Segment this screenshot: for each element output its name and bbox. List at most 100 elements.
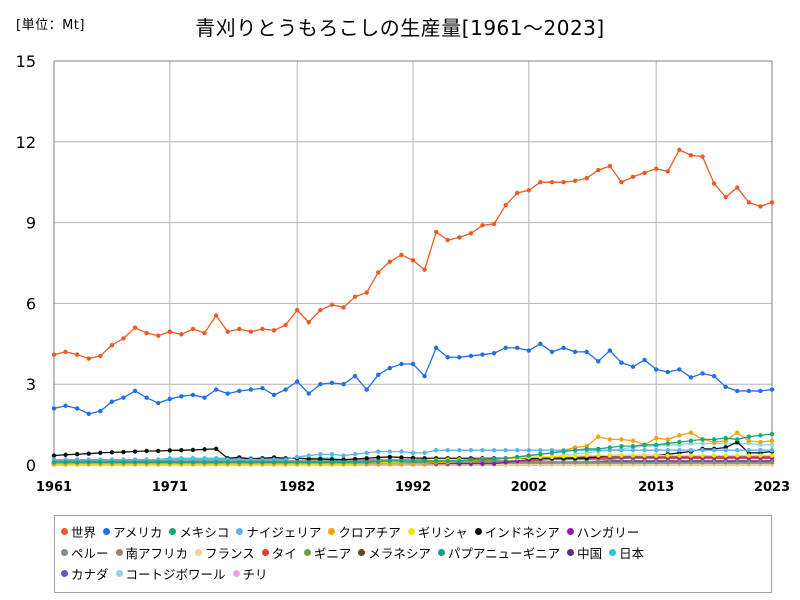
data-point bbox=[445, 447, 450, 453]
data-point bbox=[51, 460, 57, 465]
data-point bbox=[237, 388, 242, 394]
data-point bbox=[491, 456, 497, 462]
data-point bbox=[549, 180, 555, 185]
data-point bbox=[619, 360, 624, 365]
data-point bbox=[121, 336, 126, 341]
legend-row: ペルー 南アフリカ フランス タイ ギニア メラネシア パプアニューギニア 中国 日本 bbox=[61, 542, 771, 563]
data-point bbox=[642, 460, 647, 465]
data-point bbox=[642, 170, 647, 175]
data-point bbox=[769, 460, 775, 465]
data-point bbox=[109, 460, 115, 465]
data-point bbox=[491, 461, 497, 466]
x-tick-label: 1971 bbox=[152, 480, 188, 495]
legend-item: 南アフリカ bbox=[115, 543, 188, 562]
data-point bbox=[758, 433, 763, 438]
data-point bbox=[677, 453, 682, 458]
data-point bbox=[213, 460, 219, 465]
data-point bbox=[596, 460, 601, 465]
data-point bbox=[318, 307, 323, 313]
data-point bbox=[688, 460, 694, 465]
data-point bbox=[653, 453, 659, 458]
x-tick-label: 2023 bbox=[754, 480, 790, 495]
data-point bbox=[711, 373, 717, 379]
legend-marker bbox=[437, 549, 445, 556]
data-point bbox=[248, 387, 254, 392]
data-point bbox=[410, 458, 416, 464]
data-point bbox=[642, 442, 647, 447]
data-point bbox=[515, 345, 520, 351]
data-point bbox=[619, 447, 624, 453]
data-point bbox=[318, 382, 323, 387]
legend-label: チリ bbox=[242, 567, 268, 582]
data-point bbox=[341, 460, 346, 465]
data-point bbox=[561, 454, 566, 459]
legend-item: パプアニューギニア bbox=[437, 543, 561, 562]
data-point bbox=[318, 460, 323, 465]
data-point bbox=[700, 453, 705, 458]
data-point bbox=[596, 446, 601, 452]
data-point bbox=[341, 382, 346, 387]
data-point bbox=[318, 452, 323, 457]
data-point bbox=[352, 452, 358, 457]
data-point bbox=[480, 223, 485, 228]
data-point bbox=[399, 252, 404, 258]
data-point bbox=[503, 447, 508, 453]
data-point bbox=[700, 154, 705, 159]
data-point bbox=[596, 359, 601, 364]
data-point bbox=[607, 348, 613, 353]
data-point bbox=[74, 452, 80, 457]
data-point bbox=[688, 453, 694, 458]
data-point bbox=[98, 353, 103, 359]
data-point bbox=[260, 460, 265, 465]
data-point bbox=[74, 406, 80, 411]
data-point bbox=[549, 349, 555, 355]
data-point bbox=[283, 460, 288, 465]
data-point bbox=[445, 458, 450, 464]
data-point bbox=[735, 388, 740, 394]
data-point bbox=[271, 328, 277, 333]
data-point bbox=[549, 460, 555, 465]
data-point bbox=[711, 460, 717, 465]
legend-item: メラネシア bbox=[358, 543, 431, 562]
data-point bbox=[688, 447, 694, 453]
data-point bbox=[410, 258, 416, 263]
data-point bbox=[179, 460, 184, 465]
data-point bbox=[584, 446, 589, 452]
data-point bbox=[468, 353, 474, 359]
data-point bbox=[352, 373, 358, 379]
data-point bbox=[387, 454, 393, 460]
data-point bbox=[422, 458, 427, 464]
data-point bbox=[260, 386, 265, 391]
data-point bbox=[98, 408, 103, 414]
legend-row: カナダ コートジボワール チリ bbox=[61, 563, 771, 584]
data-point bbox=[329, 460, 335, 465]
data-point bbox=[700, 447, 705, 453]
data-point bbox=[561, 449, 566, 454]
data-point bbox=[86, 356, 91, 361]
data-point bbox=[294, 460, 300, 465]
data-point bbox=[167, 460, 173, 465]
data-point bbox=[711, 447, 717, 453]
data-point bbox=[306, 460, 311, 465]
data-point bbox=[688, 438, 694, 443]
data-point bbox=[144, 460, 149, 465]
data-point bbox=[376, 270, 381, 275]
legend-label: メラネシア bbox=[368, 546, 431, 561]
legend-label: コートジボワール bbox=[125, 567, 226, 582]
data-point bbox=[352, 456, 358, 462]
data-point bbox=[758, 447, 763, 453]
legend-marker bbox=[115, 570, 123, 577]
data-point bbox=[491, 447, 497, 453]
data-point bbox=[619, 453, 624, 458]
legend-label: パプアニューギニア bbox=[447, 546, 561, 561]
data-point bbox=[74, 460, 80, 465]
data-point bbox=[538, 180, 543, 185]
data-point bbox=[700, 441, 705, 446]
data-point bbox=[98, 450, 103, 456]
data-point bbox=[711, 453, 717, 458]
data-point bbox=[364, 450, 369, 456]
data-point bbox=[51, 453, 57, 458]
legend-item: ギリシャ bbox=[407, 522, 468, 541]
data-point bbox=[190, 460, 196, 465]
x-tick-label: 2013 bbox=[638, 480, 674, 495]
